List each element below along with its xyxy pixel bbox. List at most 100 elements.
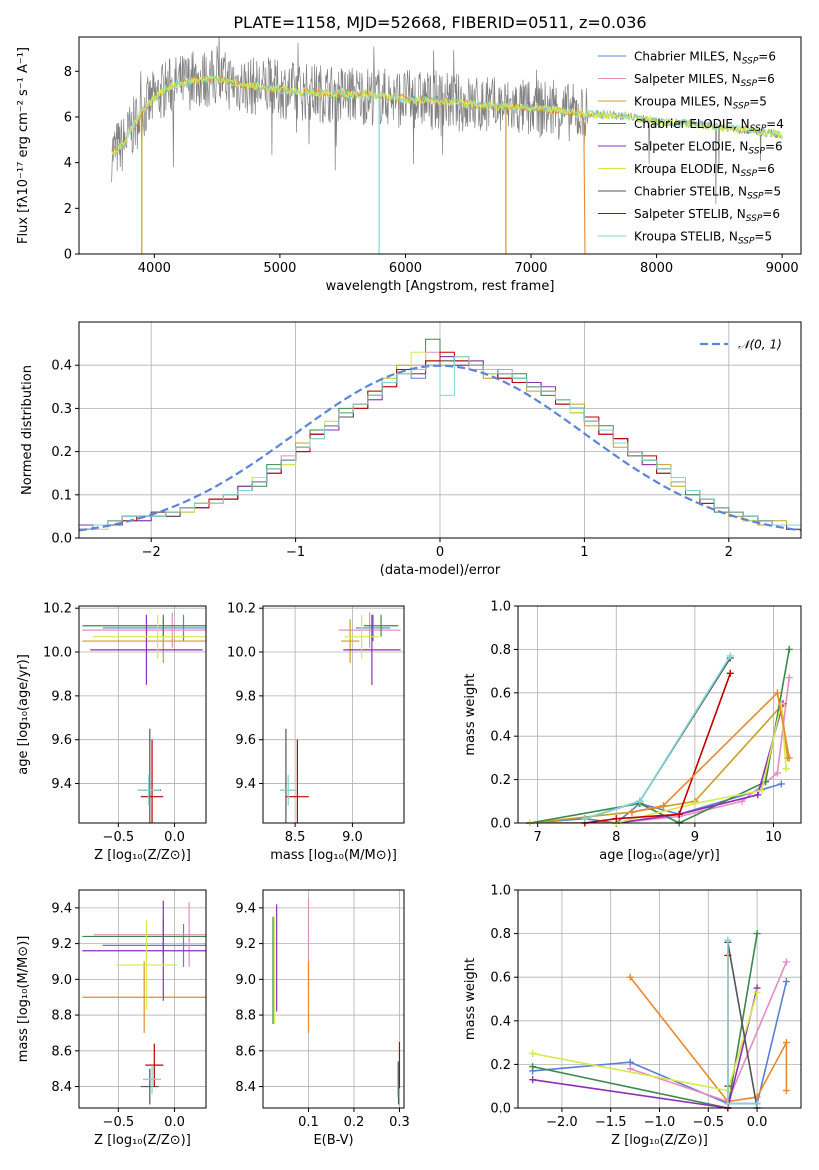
y-tick-label: 8.4 <box>235 1080 256 1095</box>
y-tick-label: 0.0 <box>51 532 72 547</box>
legend-label: Kroupa MILES, N <box>634 95 733 109</box>
y-axis-label: mass [log₁₀(M/M⊙)] <box>16 936 31 1063</box>
x-tick-label: 9.0 <box>342 830 363 845</box>
mass-vs-ebv-frame <box>262 889 405 1109</box>
x-tick-label: −0.5 <box>103 830 135 845</box>
y-tick-label: 6 <box>64 110 72 125</box>
x-tick-label: 8000 <box>640 261 673 276</box>
y-tick-label: 9.8 <box>235 689 256 704</box>
mass-weight-vs-z-frame <box>517 889 802 1109</box>
weight-line <box>584 657 731 820</box>
y-tick-label: 0 <box>64 248 72 263</box>
weight-line <box>532 987 758 1108</box>
y-tick-label: 2 <box>64 202 72 217</box>
x-tick-label: −1 <box>286 545 305 560</box>
y-tick-label: 0.2 <box>490 773 511 788</box>
x-tick-label: 10 <box>765 830 782 845</box>
residuals-frame <box>78 321 802 539</box>
x-tick-label: 9000 <box>766 261 799 276</box>
y-tick-label: 10.0 <box>227 646 256 661</box>
y-tick-label: 1.0 <box>490 600 511 615</box>
plus-marker <box>726 652 734 660</box>
y-axis-label: Flux [fλ10⁻¹⁷ erg cm⁻² s⁻¹ A⁻¹] <box>16 47 31 244</box>
weight-line <box>584 673 732 823</box>
plus-marker <box>782 1039 790 1047</box>
legend-label: Chabrier STELIB, N <box>634 185 747 199</box>
legend-label: Salpeter ELODIE, N <box>634 140 748 154</box>
x-tick-label: −0.5 <box>103 1115 135 1130</box>
x-tick-label: 0.0 <box>747 1115 768 1130</box>
plus-marker <box>675 810 683 818</box>
legend-subscript: SSP <box>748 147 765 157</box>
y-tick-label: 10.0 <box>43 646 72 661</box>
x-tick-label: −2 <box>142 545 161 560</box>
y-tick-label: 9.4 <box>235 901 256 916</box>
y-axis-label: age [log₁₀(age/yr)] <box>16 654 31 775</box>
plus-marker <box>724 936 732 944</box>
plus-marker <box>529 1050 537 1057</box>
x-tick-label: 4000 <box>138 261 171 276</box>
weight-line <box>584 655 731 820</box>
legend-suffix: =5 <box>754 230 772 244</box>
y-tick-label: 9.0 <box>51 973 72 988</box>
plus-marker <box>773 689 781 697</box>
y-tick-label: 8.8 <box>51 1009 72 1024</box>
legend-entry: Chabrier ELODIE, NSSP=4 <box>634 117 784 134</box>
y-tick-label: 0.8 <box>490 643 511 658</box>
y-axis-label: mass weight <box>463 958 478 1040</box>
x-tick-label: 8.5 <box>285 830 306 845</box>
y-tick-label: 9.6 <box>235 733 256 748</box>
plus-marker <box>753 1100 761 1108</box>
x-tick-label: 0.1 <box>298 1115 319 1130</box>
spectrum-frame <box>78 36 802 255</box>
y-tick-label: 1.0 <box>490 884 511 899</box>
x-tick-label: −2.0 <box>546 1115 578 1130</box>
plus-marker <box>628 808 636 816</box>
plus-marker <box>785 645 793 653</box>
x-tick-label: 0.3 <box>389 1115 410 1130</box>
legend-suffix: =6 <box>762 207 780 221</box>
y-tick-label: 9.6 <box>51 733 72 748</box>
plus-marker <box>753 988 761 996</box>
x-tick-label: 6000 <box>389 261 422 276</box>
plus-marker <box>659 802 667 810</box>
y-tick-label: 9.0 <box>235 973 256 988</box>
mass-vs-z-axes: −0.5 0.0 8.4 8.6 8.8 9.0 9.2 9.4 Z [log₁₀(Z/Z⊙)]… <box>16 890 206 1148</box>
y-tick-label: 0.1 <box>51 488 72 503</box>
y-tick-label: 0.0 <box>490 817 511 832</box>
age-vs-mass-axes: 8.5 9.0 9.4 9.6 9.8 10.0 10.2 mass [log₁₀(M/M⊙)… <box>227 602 404 863</box>
y-tick-label: 8.4 <box>51 1080 72 1095</box>
y-tick-label: 8.6 <box>235 1044 256 1059</box>
plus-marker <box>785 674 793 682</box>
y-tick-label: 0.2 <box>51 445 72 460</box>
y-tick-label: 9.8 <box>51 689 72 704</box>
x-axis-label: Z [log₁₀(Z/Z⊙)] <box>94 1133 191 1148</box>
weight-line <box>532 992 758 1092</box>
legend-subscript: SSP <box>746 214 763 224</box>
x-axis-label: Z [log₁₀(Z/Z⊙)] <box>94 848 191 863</box>
figure-title: PLATE=1158, MJD=52668, FIBERID=0511, z=0… <box>233 13 646 32</box>
y-tick-label: 9.4 <box>51 901 72 916</box>
x-axis-label: mass [log₁₀(M/M⊙)] <box>270 848 397 863</box>
x-tick-label: 7000 <box>514 261 547 276</box>
legend-label: Salpeter MILES, N <box>634 72 741 86</box>
y-tick-label: 10.2 <box>227 602 256 617</box>
plus-marker <box>758 786 766 794</box>
legend-subscript: SSP <box>747 192 764 202</box>
x-axis-label: wavelength [Angstrom, rest frame] <box>326 279 555 294</box>
x-tick-label: 0.2 <box>344 1115 365 1130</box>
y-tick-label: 9.4 <box>235 777 256 792</box>
plus-marker <box>782 958 790 966</box>
legend-suffix: =6 <box>758 50 776 64</box>
legend-subscript: SSP <box>750 124 767 134</box>
weight-line <box>532 933 758 1108</box>
x-tick-label: 0 <box>436 545 444 560</box>
legend-subscript: SSP <box>742 57 759 67</box>
x-axis-label: Z [log₁₀(Z/Z⊙)] <box>611 1133 708 1148</box>
plus-marker <box>626 1058 634 1066</box>
mass-vs-ebv-axes: 0.1 0.2 0.3 8.4 8.6 8.8 9.0 9.2 9.4 E(B-V) <box>235 890 410 1148</box>
legend-label: Kroupa STELIB, N <box>634 230 738 244</box>
legend-entry: Salpeter MILES, NSSP=6 <box>634 72 775 89</box>
weight-line <box>529 677 790 823</box>
histogram-step <box>79 356 801 530</box>
